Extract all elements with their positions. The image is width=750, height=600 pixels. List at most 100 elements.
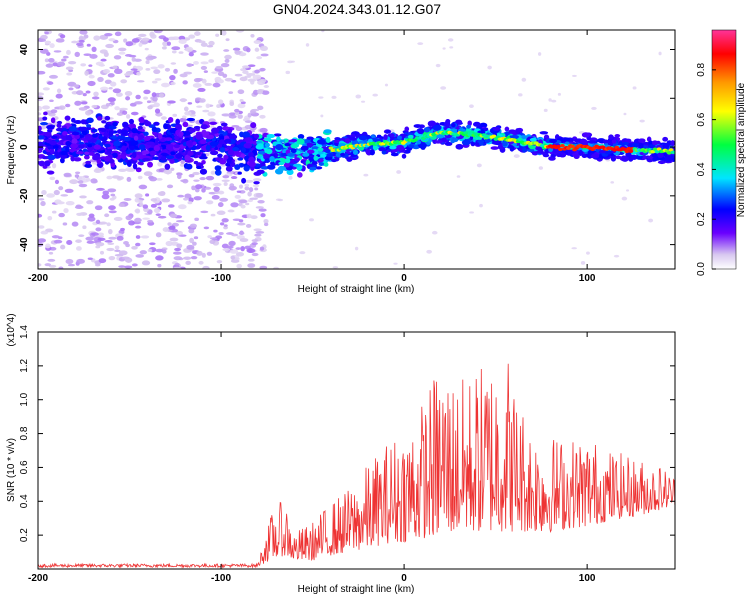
amplitude-cell [131, 151, 137, 159]
amplitude-cell [196, 162, 204, 167]
amplitude-cell [383, 134, 388, 141]
amplitude-cell [224, 54, 232, 60]
amplitude-cell [105, 43, 114, 49]
amplitude-cell [240, 68, 247, 72]
amplitude-cell [193, 196, 202, 201]
amplitude-cell [251, 239, 259, 243]
amplitude-cell [537, 137, 544, 141]
amplitude-cell [68, 125, 78, 132]
amplitude-cell [591, 106, 597, 110]
amplitude-cell [249, 187, 254, 193]
amplitude-cell [107, 148, 112, 153]
amplitude-cell [315, 166, 323, 170]
amplitude-cell [108, 256, 116, 261]
amplitude-cell [232, 218, 241, 222]
amplitude-cell [174, 262, 180, 266]
amplitude-cell [38, 112, 42, 116]
amplitude-cell [187, 150, 194, 156]
amplitude-cell [135, 94, 141, 100]
amplitude-cell [154, 30, 163, 34]
amplitude-cell [143, 131, 149, 136]
amplitude-cell [157, 64, 165, 69]
amplitude-cell [490, 146, 499, 150]
amplitude-cell [385, 129, 390, 134]
amplitude-cell [123, 38, 128, 43]
amplitude-cell [657, 152, 664, 158]
amplitude-cell [549, 138, 557, 144]
amplitude-cell [194, 217, 200, 221]
ridge-cell [491, 134, 497, 138]
amplitude-cell [219, 197, 229, 202]
chart-title: GN04.2024.343.01.12.G07 [273, 1, 441, 17]
amplitude-cell [332, 266, 339, 269]
amplitude-cell [74, 51, 80, 57]
amplitude-cell [50, 109, 58, 114]
x-tick-label: 0 [401, 573, 407, 584]
amplitude-cell [107, 97, 116, 103]
amplitude-cell [95, 245, 101, 249]
amplitude-cell [285, 70, 291, 75]
amplitude-cell [384, 83, 389, 87]
y-tick-label: 0.8 [19, 426, 30, 440]
amplitude-cell [146, 100, 151, 104]
amplitude-cell [227, 209, 235, 213]
amplitude-cell [167, 222, 172, 226]
amplitude-cell [45, 243, 51, 249]
amplitude-cell [311, 161, 318, 165]
amplitude-cell [263, 222, 269, 227]
amplitude-cell [169, 158, 175, 164]
amplitude-cell [206, 251, 213, 256]
amplitude-cell [157, 161, 163, 167]
amplitude-cell [74, 100, 82, 106]
amplitude-cell [65, 146, 70, 153]
amplitude-cell [143, 171, 153, 177]
amplitude-cell [124, 72, 132, 77]
amplitude-cell [154, 78, 162, 81]
amplitude-cell [335, 152, 341, 158]
amplitude-cell [174, 247, 182, 252]
amplitude-cell [134, 197, 140, 203]
amplitude-cell [260, 53, 269, 57]
amplitude-cell [239, 98, 244, 103]
amplitude-cell [331, 95, 337, 99]
amplitude-cell [207, 235, 212, 239]
amplitude-cell [180, 160, 185, 164]
ridge-cell [652, 147, 658, 151]
amplitude-cell [100, 128, 107, 133]
amplitude-cell [190, 256, 198, 260]
amplitude-cell [510, 134, 519, 139]
amplitude-cell [372, 93, 378, 97]
amplitude-cell [65, 200, 75, 206]
amplitude-cell [404, 126, 410, 132]
amplitude-cell [224, 58, 230, 63]
spectrogram-marks [38, 30, 675, 269]
amplitude-cell [224, 77, 233, 82]
amplitude-cell [210, 170, 216, 175]
amplitude-cell [99, 250, 105, 255]
amplitude-cell [284, 157, 291, 164]
amplitude-cell [114, 106, 120, 111]
amplitude-cell [211, 195, 220, 200]
amplitude-cell [52, 145, 59, 149]
amplitude-cell [49, 149, 55, 155]
amplitude-cell [164, 67, 171, 72]
amplitude-cell [228, 114, 237, 119]
amplitude-cell [198, 260, 204, 265]
amplitude-cell [80, 63, 87, 67]
amplitude-cell [257, 105, 264, 111]
amplitude-cell [234, 50, 241, 55]
amplitude-cell [333, 139, 341, 143]
amplitude-cell [239, 238, 249, 243]
ridge-cell [624, 149, 630, 154]
amplitude-cell [344, 137, 351, 144]
amplitude-cell [521, 77, 527, 82]
amplitude-cell [39, 48, 49, 54]
amplitude-cell [196, 165, 202, 170]
amplitude-cell [247, 263, 256, 268]
amplitude-cell [235, 247, 242, 250]
amplitude-cell [104, 239, 113, 243]
amplitude-cell [83, 53, 92, 56]
amplitude-cell [147, 248, 153, 253]
amplitude-cell [44, 160, 51, 167]
